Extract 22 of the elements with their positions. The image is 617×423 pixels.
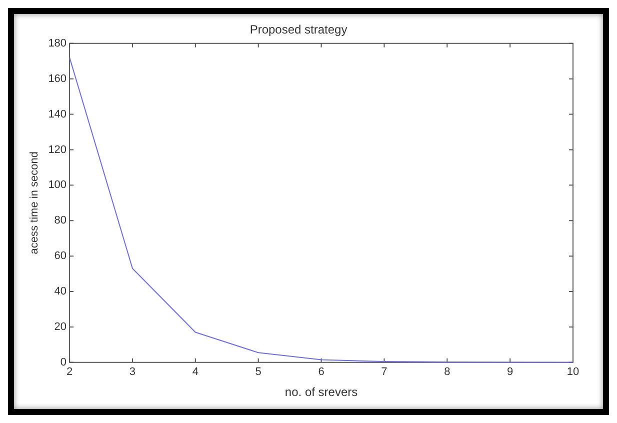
x-tick-label: 2 (66, 366, 73, 378)
y-tick-label: 160 (48, 72, 67, 85)
x-tick-label: 7 (381, 366, 388, 378)
y-tick-label: 20 (54, 320, 67, 333)
x-tick-label: 8 (444, 366, 450, 378)
y-axis-title: acess time in second (28, 152, 41, 254)
x-tick-label: 10 (566, 366, 580, 378)
y-tick-label: 140 (48, 108, 67, 120)
x-tick-label: 5 (255, 366, 262, 378)
x-tick-label: 4 (192, 366, 198, 378)
y-tick-label: 80 (54, 214, 67, 227)
y-tick-label: 180 (48, 37, 67, 50)
chart-title: Proposed strategy (250, 22, 348, 37)
y-tick-label: 0 (60, 356, 67, 368)
x-axis-title: no. of srevers (284, 385, 358, 400)
y-tick-label: 100 (48, 179, 67, 192)
y-tick-label: 120 (48, 144, 67, 156)
x-tick-label: 9 (507, 366, 514, 378)
y-tick-label: 40 (54, 286, 67, 298)
y-tick-label: 60 (54, 250, 67, 262)
x-tick-label: 6 (318, 366, 324, 378)
x-tick-label: 3 (129, 366, 136, 378)
